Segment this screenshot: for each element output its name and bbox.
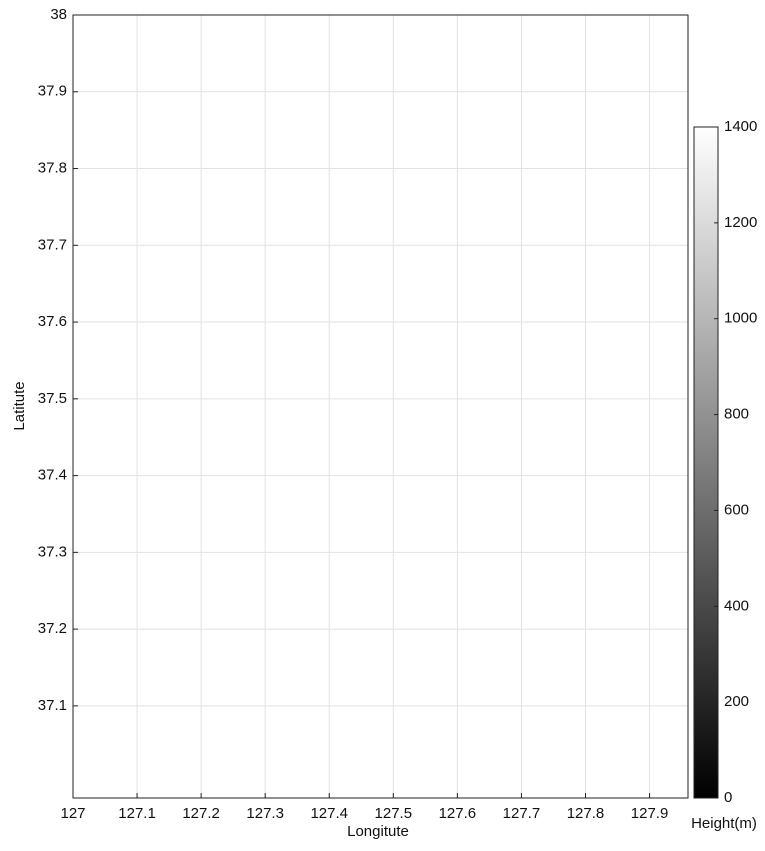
colorbar-tick-label: 600 [724, 501, 749, 518]
colorbar-tick-label: 1000 [724, 310, 757, 327]
y-tick-label: 37.7 [38, 236, 67, 253]
colorbar-tick-label: 0 [724, 789, 732, 806]
x-axis-label: Longitute [347, 823, 409, 840]
colorbar-tick-label: 1400 [724, 118, 757, 135]
colorbar [694, 127, 718, 798]
x-tick-label: 127.1 [118, 805, 156, 822]
colorbar-label: Height(m) [691, 815, 757, 832]
x-tick-label: 127.5 [375, 805, 413, 822]
x-tick-label: 127.8 [567, 805, 605, 822]
colorbar-tick-label: 1200 [724, 214, 757, 231]
x-tick-label: 127.4 [310, 805, 348, 822]
chart: Longitute Latitute Height(m) 127 127.1 127… [0, 0, 765, 846]
colorbar-tick-label: 800 [724, 406, 749, 423]
colorbar-tick-label: 200 [724, 693, 749, 710]
colorbar-tick-label: 400 [724, 597, 749, 614]
x-tick-label: 127.7 [503, 805, 541, 822]
y-tick-label: 37.9 [38, 83, 67, 100]
y-axis-label: Latitute [11, 381, 28, 430]
y-tick-label: 37.4 [38, 467, 67, 484]
y-tick-label: 37.1 [38, 697, 67, 714]
x-tick-label: 127.3 [246, 805, 284, 822]
y-tick-label: 37.5 [38, 390, 67, 407]
y-tick-label: 37.6 [38, 313, 67, 330]
x-tick-label: 127.9 [631, 805, 669, 822]
y-tick-label: 37.2 [38, 620, 67, 637]
x-tick-label: 127.2 [182, 805, 220, 822]
y-tick-label: 38 [50, 6, 67, 23]
y-tick-label: 37.3 [38, 543, 67, 560]
page: {"chart_data": {"type": "contour", "xlab… [0, 0, 765, 846]
x-tick-label: 127 [60, 805, 85, 822]
x-tick-label: 127.6 [439, 805, 477, 822]
y-tick-label: 37.8 [38, 159, 67, 176]
plot-area [73, 15, 688, 798]
